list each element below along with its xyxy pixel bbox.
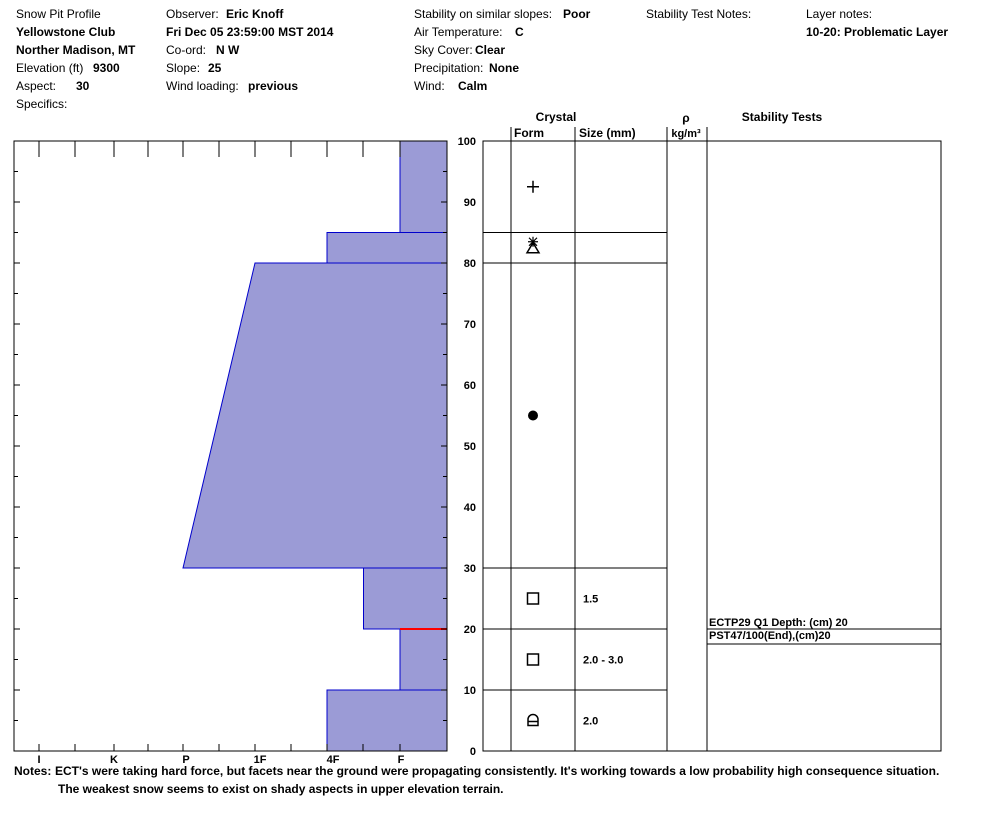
aspect-label: Aspect: (16, 79, 57, 93)
wind-value: Calm (458, 79, 488, 93)
precipitation-value: None (489, 61, 519, 75)
sky-cover-label: Sky Cover: (414, 43, 473, 57)
hardness-label-4F: 4F (327, 754, 340, 766)
crystal-symbols: 1.5 2.0 - 3.0 2.0 (525, 180, 623, 728)
fr-shape (527, 713, 539, 727)
hardness-label-I: I (37, 754, 40, 766)
axes: 0 10 20 30 40 50 60 70 80 90 100 I K P 1F 4F F (14, 136, 493, 766)
hardness-label-P: P (182, 754, 189, 766)
aspect-value: 30 (76, 79, 90, 93)
air-temp-label: Air Temperature: (414, 25, 503, 39)
chart-frames (13, 127, 942, 752)
elevation-value: 9300 (93, 61, 120, 75)
crystal-faceted-rounding-icon (527, 713, 539, 727)
coord-value: N W (216, 43, 240, 57)
crystal-depth-hoar-icon (525, 241, 541, 254)
slope-label: Slope: (166, 61, 201, 75)
stability-tests-header: Stability Tests (742, 110, 823, 124)
crystal-faceted-icon-5 (526, 653, 540, 666)
specifics-label: Specifics: (16, 97, 68, 111)
notes-label: Notes: (14, 764, 52, 778)
depth-tick-label-80: 80 (464, 258, 476, 270)
slope-value: 25 (208, 61, 222, 75)
wind-loading-label: Wind loading: (166, 79, 239, 93)
observer-label: Observer: (166, 7, 219, 21)
depth-tick-label-30: 30 (464, 563, 476, 575)
hardness-profile (182, 140, 448, 752)
crystal-rounded-icon (528, 410, 538, 421)
layer-notes-value: 10-20: Problematic Layer (806, 25, 949, 39)
notes-line-1: ECT's were taking hard force, but facets… (55, 764, 940, 778)
hardness-layer-3 (182, 262, 448, 569)
hardness-label-F: F (398, 754, 405, 766)
stability-value: Poor (563, 7, 591, 21)
depth-tick-label-60: 60 (464, 380, 476, 392)
density-header: ρ (682, 111, 689, 125)
elevation-label: Elevation (ft) (16, 61, 84, 75)
coord-label: Co-ord: (166, 43, 207, 57)
crystal-size-label-5: 2.0 - 3.0 (583, 655, 623, 667)
hardness-layer-0 (326, 689, 448, 752)
hardness-layer-5 (399, 140, 448, 233)
crystal-size-label-6: 2.0 (583, 716, 598, 728)
layers-frame (482, 140, 942, 752)
air-temp-value: C (515, 25, 524, 39)
stability-test-0: ECTP29 Q1 Depth: (cm) 20 (709, 617, 848, 629)
hardness-label-1F: 1F (254, 754, 267, 766)
depth-tick-label-0: 0 (470, 746, 476, 758)
observation-datetime: Fri Dec 05 23:59:00 MST 2014 (166, 25, 334, 39)
depth-tick-label-50: 50 (464, 441, 476, 453)
hardness-layer-4 (326, 232, 448, 264)
depth-tick-label-90: 90 (464, 197, 476, 209)
hardness-label-K: K (110, 754, 118, 766)
wind-loading-value: previous (248, 79, 299, 93)
precipitation-label: Precipitation: (414, 61, 484, 75)
stability-test-results: ECTP29 Q1 Depth: (cm) 20PST47/100(End),(… (709, 617, 848, 642)
observer-value: Eric Knoff (226, 7, 284, 21)
sky-cover-value: Clear (475, 43, 506, 57)
stability-test-notes-label: Stability Test Notes: (646, 7, 752, 21)
hardness-layer-1 (399, 628, 448, 691)
density-unit-header: kg/m³ (671, 128, 701, 140)
profile-title: Snow Pit Profile (16, 7, 101, 21)
stability-test-1: PST47/100(End),(cm)20 (709, 630, 831, 642)
crystal-header: Crystal (536, 110, 577, 124)
layer-notes-label: Layer notes: (806, 7, 873, 21)
depth-tick-label-40: 40 (464, 502, 476, 514)
crystal-precipitation-icon (527, 180, 539, 193)
area-name: Norther Madison, MT (16, 43, 136, 57)
crystal-faceted-icon-4 (526, 592, 540, 605)
depth-tick-label-70: 70 (464, 319, 476, 331)
form-header: Form (514, 126, 544, 140)
crystal-size-label-4: 1.5 (583, 594, 598, 606)
hardness-layer-2 (363, 567, 448, 630)
depth-tick-label-10: 10 (464, 685, 476, 697)
location-name: Yellowstone Club (16, 25, 116, 39)
size-header: Size (mm) (579, 126, 636, 140)
depth-tick-label-100: 100 (458, 136, 476, 148)
stability-label: Stability on similar slopes: (414, 7, 553, 21)
wind-label: Wind: (414, 79, 445, 93)
depth-tick-label-20: 20 (464, 624, 476, 636)
notes-line-2: The weakest snow seems to exist on shady… (58, 782, 504, 796)
